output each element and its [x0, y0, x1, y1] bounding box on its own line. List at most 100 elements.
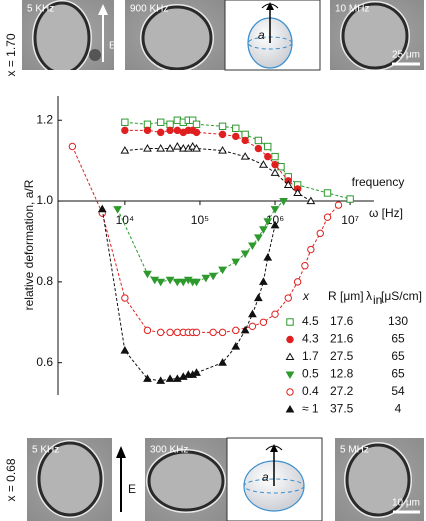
point [323, 189, 332, 197]
point [173, 126, 182, 135]
point [192, 120, 201, 128]
point [156, 128, 165, 137]
fit-line [124, 145, 312, 202]
point [284, 294, 292, 302]
point [271, 310, 279, 318]
point [192, 368, 201, 376]
legend-marker [285, 352, 295, 361]
legend-r: 12.8 [330, 367, 354, 381]
point [97, 204, 107, 213]
micrograph [335, 438, 424, 521]
point [166, 120, 174, 128]
point [165, 144, 175, 152]
y-tick-label: 0.6 [36, 355, 53, 369]
axis-label: a [262, 470, 269, 484]
legend-x: 4.3 [302, 332, 319, 346]
point [218, 328, 227, 337]
point [248, 322, 257, 331]
legend-lambda: 65 [391, 349, 405, 363]
x-axis-label: frequency [352, 175, 405, 189]
point [143, 120, 152, 128]
scale-label: 10 μm [392, 498, 420, 509]
ellipsoid-diagram [226, 437, 323, 521]
micrograph [22, 0, 114, 70]
point [241, 136, 249, 145]
legend-r: 21.6 [330, 332, 354, 346]
point [143, 374, 152, 382]
point [293, 188, 303, 197]
frequency-label: 300 KHz [150, 445, 188, 456]
x-tick-label: 10⁴ [116, 213, 135, 227]
point [259, 277, 268, 285]
point [173, 328, 182, 337]
point [192, 128, 201, 137]
point [231, 341, 241, 350]
point [156, 278, 166, 287]
micrograph [330, 0, 424, 70]
legend-r: 37.5 [330, 402, 354, 416]
point [259, 160, 268, 168]
point [188, 141, 198, 150]
fit-line [71, 146, 339, 333]
point [166, 126, 174, 135]
point [166, 328, 174, 337]
arrow-head [116, 446, 126, 458]
point [293, 278, 302, 286]
point [218, 266, 227, 275]
legend-header: λ [366, 289, 372, 303]
point [192, 144, 201, 152]
point [323, 213, 332, 221]
point [263, 253, 273, 261]
point [165, 276, 175, 285]
point [271, 152, 279, 161]
point [121, 118, 129, 126]
legend-marker [285, 371, 295, 380]
frequency-label: 10 MHz [335, 4, 369, 15]
micrograph [145, 438, 227, 521]
point [346, 195, 354, 203]
point [264, 152, 272, 161]
point [172, 374, 182, 382]
point [120, 346, 130, 354]
point [307, 245, 315, 254]
y-tick-label: 0.8 [36, 274, 53, 288]
point [121, 126, 129, 135]
legend-x: 0.4 [302, 384, 319, 398]
frequency-label: 5 KHz [32, 445, 59, 456]
legend-x: ≈ 1 [302, 402, 319, 416]
point [270, 168, 280, 176]
y-axis-label: relative deformation, a/R [22, 179, 36, 310]
point [218, 122, 227, 131]
legend-r: 27.2 [330, 384, 354, 398]
point [306, 196, 316, 205]
point [231, 258, 241, 267]
point [156, 144, 166, 152]
point [301, 262, 309, 270]
point [178, 278, 188, 287]
point [143, 126, 152, 135]
x-axis-unit: ω [Hz] [369, 206, 403, 220]
arrow-head [98, 4, 108, 15]
point [143, 326, 152, 335]
frequency-label: 5 MHz [340, 445, 369, 456]
legend-x: 0.5 [302, 367, 319, 381]
point [232, 132, 240, 141]
legend-header: in [373, 293, 382, 307]
point [254, 136, 263, 145]
point [254, 144, 263, 153]
point [165, 374, 175, 382]
point [240, 250, 250, 259]
point [316, 229, 324, 238]
point [270, 220, 280, 229]
row-label: x = 0.68 [4, 458, 18, 501]
legend-x: 1.7 [302, 349, 319, 363]
point [143, 144, 152, 152]
point [173, 116, 182, 124]
point [121, 294, 129, 302]
legend-header: R [μm] [328, 289, 364, 303]
point [188, 116, 197, 124]
point [232, 326, 240, 335]
point [156, 118, 165, 126]
point [241, 130, 249, 139]
legend-r: 27.5 [330, 349, 354, 363]
